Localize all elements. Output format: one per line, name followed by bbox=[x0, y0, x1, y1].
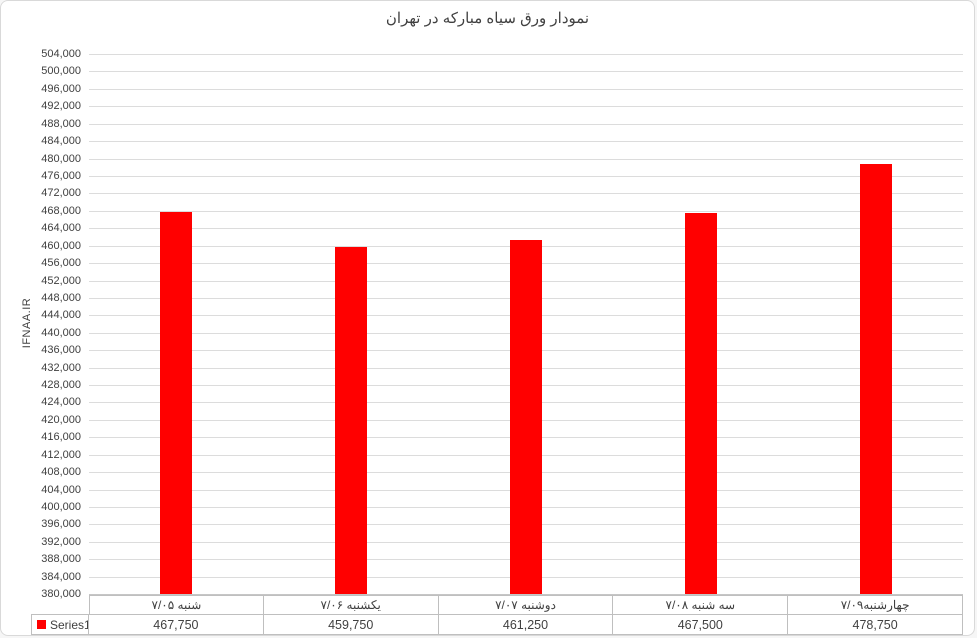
y-tick-label: 440,000 bbox=[41, 326, 81, 339]
category-label: چهارشنبه۷/۰۹ bbox=[788, 595, 963, 615]
series-value-cell: 478,750 bbox=[788, 615, 963, 635]
y-tick-label: 468,000 bbox=[41, 204, 81, 217]
y-tick-label: 404,000 bbox=[41, 483, 81, 496]
gridline bbox=[89, 158, 963, 160]
y-tick-label: 488,000 bbox=[41, 117, 81, 130]
data-table-corner-cell bbox=[31, 595, 89, 615]
y-tick-label: 500,000 bbox=[41, 65, 81, 78]
y-tick-label: 456,000 bbox=[41, 257, 81, 269]
bar-Series1-1[interactable] bbox=[160, 211, 193, 594]
y-tick-label: 408,000 bbox=[41, 466, 81, 479]
y-tick-label: 416,000 bbox=[41, 431, 81, 444]
y-tick-label: 428,000 bbox=[41, 379, 81, 391]
y-tick-label: 496,000 bbox=[41, 82, 81, 95]
gridline bbox=[89, 141, 963, 143]
bar-Series1-2[interactable] bbox=[335, 246, 368, 594]
y-tick-label: 420,000 bbox=[41, 413, 81, 426]
gridline bbox=[89, 54, 963, 55]
y-tick-label: 484,000 bbox=[41, 135, 81, 148]
bar-Series1-3[interactable] bbox=[510, 240, 542, 594]
gridline bbox=[89, 106, 963, 108]
gridline bbox=[89, 193, 963, 195]
y-tick-label: 412,000 bbox=[41, 448, 81, 461]
gridline bbox=[89, 88, 963, 90]
legend-series-label: Series1 bbox=[50, 617, 89, 632]
y-tick-label: 504,000 bbox=[41, 48, 81, 60]
chart-title: نمودار ورق سیاه مبارکه در تهران bbox=[385, 10, 590, 27]
gridline bbox=[89, 228, 963, 230]
y-tick-label: 492,000 bbox=[41, 100, 81, 113]
y-tick-label: 476,000 bbox=[41, 169, 81, 182]
y-tick-label: 444,000 bbox=[41, 309, 81, 322]
y-tick-label: 392,000 bbox=[41, 535, 81, 548]
legend-key-icon bbox=[37, 620, 46, 629]
y-tick-label: 460,000 bbox=[41, 239, 81, 252]
y-tick-label: 380,000 bbox=[41, 588, 81, 600]
gridline bbox=[89, 175, 963, 177]
category-label: دوشنبه ۷/۰۷ bbox=[438, 595, 614, 615]
category-label: شنبه ۷/۰۵ bbox=[89, 595, 264, 615]
y-tick-label: 464,000 bbox=[41, 222, 81, 235]
y-tick-label: 388,000 bbox=[41, 553, 81, 566]
y-tick-label: 384,000 bbox=[41, 570, 81, 583]
series-value-cell: 461,250 bbox=[438, 615, 614, 635]
y-tick-label: 424,000 bbox=[41, 396, 81, 409]
y-tick-label: 436,000 bbox=[41, 344, 81, 357]
series-value-cell: 467,500 bbox=[613, 615, 789, 635]
gridline bbox=[89, 123, 963, 125]
y-tick-label: 396,000 bbox=[41, 518, 81, 531]
data-table: شنبه ۷/۰۵ یکشنبه ۷/۰۶ دوشنبه ۷/۰۷ سه شنبه ۷… bbox=[31, 595, 963, 635]
legend-cell: Series1 bbox=[31, 615, 89, 635]
category-label: یکشنبه ۷/۰۶ bbox=[263, 595, 439, 615]
y-tick-label: 400,000 bbox=[41, 500, 81, 513]
y-tick-label: 472,000 bbox=[41, 187, 81, 200]
gridline bbox=[89, 71, 963, 73]
y-tick-label: 432,000 bbox=[41, 361, 81, 374]
y-tick-label: 480,000 bbox=[41, 152, 81, 165]
y-axis-title: IFNAA.IR bbox=[21, 297, 33, 349]
plot-area bbox=[89, 54, 963, 595]
y-tick-label: 448,000 bbox=[41, 291, 81, 304]
gridline bbox=[89, 210, 963, 212]
y-tick-label: 452,000 bbox=[41, 274, 81, 287]
category-label: سه شنبه ۷/۰۸ bbox=[613, 595, 789, 615]
bar-Series1-5[interactable] bbox=[859, 164, 892, 594]
series-value-cell: 467,750 bbox=[89, 615, 264, 635]
bar-Series1-4[interactable] bbox=[684, 213, 717, 594]
series-value-cell: 459,750 bbox=[263, 615, 439, 635]
